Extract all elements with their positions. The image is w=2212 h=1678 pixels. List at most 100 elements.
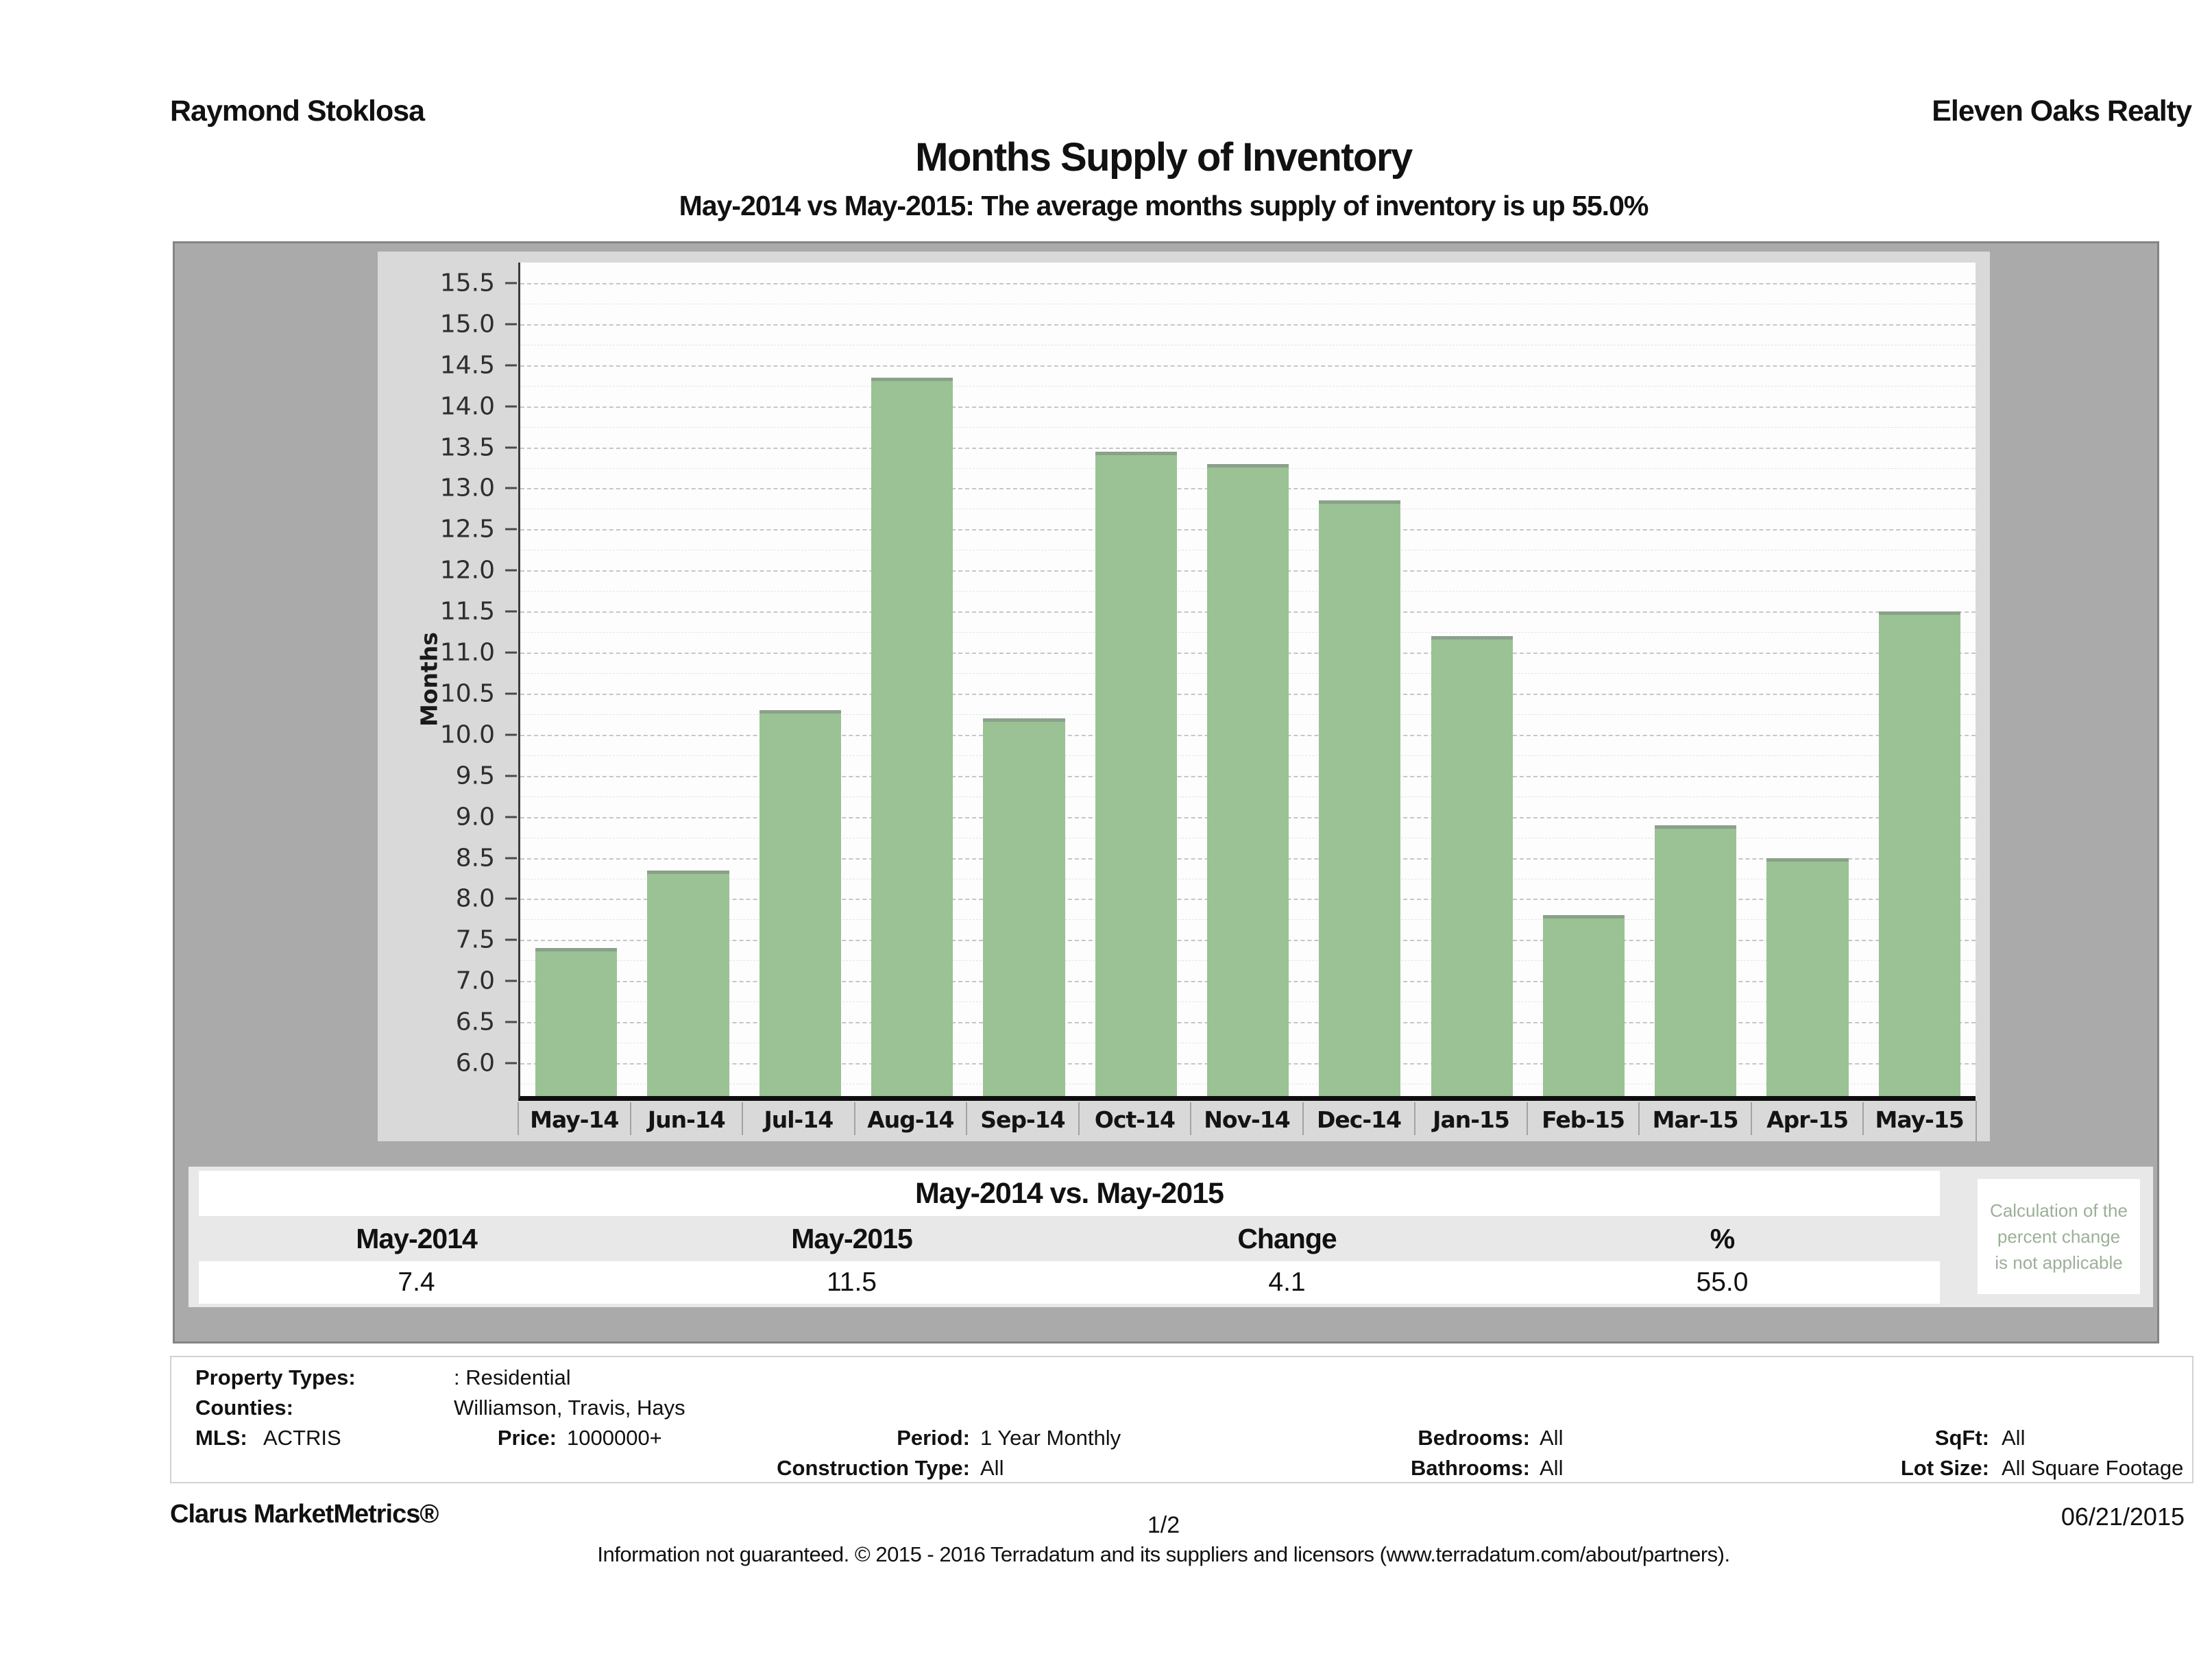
x-tick-label: Feb-15 xyxy=(1526,1101,1640,1142)
y-tick-label: 8.5 xyxy=(455,844,495,873)
bedrooms-label: Bedrooms: xyxy=(1418,1426,1530,1450)
x-tick-label: Jan-15 xyxy=(1414,1101,1527,1142)
y-tick-mark xyxy=(505,610,517,613)
period-value: 1 Year Monthly xyxy=(980,1426,1121,1450)
y-tick-label: 9.5 xyxy=(455,762,495,790)
report-date: 06/21/2015 xyxy=(2061,1503,2185,1531)
criteria-row: Counties: Williamson, Travis, Hays xyxy=(171,1393,2192,1423)
construction-type-value: All xyxy=(980,1456,1004,1480)
note-line: percent change xyxy=(1997,1226,2121,1247)
table-header-cell: May-2015 xyxy=(791,1222,913,1254)
search-criteria-box: Property Types: : Residential Counties: … xyxy=(170,1356,2193,1483)
bar-slot xyxy=(1640,263,1751,1096)
bar-slot xyxy=(1864,263,1976,1096)
table-header-cell: Change xyxy=(1237,1222,1337,1254)
y-tick-mark xyxy=(505,733,517,736)
y-tick-label: 9.0 xyxy=(455,803,495,831)
bar-slot xyxy=(1192,263,1304,1096)
table-value-cell: 4.1 xyxy=(1268,1267,1306,1297)
y-tick-label: 12.5 xyxy=(439,515,495,544)
bar xyxy=(1431,636,1513,1096)
y-tick-label: 11.5 xyxy=(439,597,495,626)
y-tick-mark xyxy=(505,980,517,982)
bar xyxy=(535,948,618,1096)
table-header-cell: % xyxy=(1710,1222,1735,1254)
lot-size-value: All Square Footage xyxy=(2002,1456,2184,1480)
y-tick-label: 6.0 xyxy=(455,1049,495,1078)
y-tick-mark xyxy=(505,897,517,900)
y-tick-mark xyxy=(505,816,517,818)
property-types-label: Property Types: xyxy=(195,1365,356,1389)
y-tick-mark xyxy=(505,569,517,572)
comparison-table-title: May-2014 vs. May-2015 xyxy=(199,1171,1940,1216)
comparison-table-headers: May-2014 May-2015 Change% xyxy=(199,1216,1940,1261)
counties-value: Williamson, Travis, Hays xyxy=(454,1396,685,1420)
major-gridline xyxy=(520,282,1976,284)
x-tick-label: Sep-14 xyxy=(966,1101,1079,1142)
page-title: Months Supply of Inventory xyxy=(915,135,1413,180)
x-tick-label: Aug-14 xyxy=(853,1101,967,1142)
y-tick-label: 7.0 xyxy=(455,966,495,995)
mls-label: MLS: xyxy=(195,1426,247,1450)
x-tick-label: Mar-15 xyxy=(1638,1101,1751,1142)
major-gridline xyxy=(520,406,1976,408)
bar-slot xyxy=(1080,263,1192,1096)
plot-area xyxy=(518,263,1976,1101)
y-tick-label: 14.0 xyxy=(439,392,495,421)
criteria-row: Property Types: : Residential xyxy=(171,1363,2192,1393)
y-tick-mark xyxy=(505,528,517,531)
sqft-value: All xyxy=(2002,1426,2026,1450)
x-tick-label: May-15 xyxy=(1862,1101,1976,1142)
y-tick-mark xyxy=(505,692,517,695)
y-tick-label: 13.0 xyxy=(439,474,495,502)
comparison-strip: May-2014 vs. May-2015 May-2014 May-2015 Ch… xyxy=(189,1167,2153,1307)
report-header: Raymond Stoklosa Eleven Oaks Realty xyxy=(170,95,2192,128)
bar xyxy=(1319,500,1401,1096)
period-label: Period: xyxy=(897,1426,970,1450)
y-tick-label: 8.0 xyxy=(455,884,495,913)
major-gridline xyxy=(520,365,1976,367)
table-value-cell: 11.5 xyxy=(826,1267,877,1297)
bar xyxy=(983,718,1065,1096)
bar xyxy=(1095,451,1177,1096)
price-label: Price: xyxy=(497,1426,557,1450)
y-tick-label: 10.0 xyxy=(439,720,495,749)
x-tick-label: Jul-14 xyxy=(742,1101,855,1142)
y-tick-mark xyxy=(505,323,517,326)
bar-slot xyxy=(632,263,744,1096)
y-tick-mark xyxy=(505,364,517,367)
counties-label: Counties: xyxy=(195,1396,293,1420)
bar-slot xyxy=(1528,263,1640,1096)
y-axis-title: Months xyxy=(415,632,443,727)
title-block: Months Supply of Inventory May-2014 vs M… xyxy=(170,134,2157,222)
y-tick-label: 7.5 xyxy=(455,925,495,954)
y-tick-mark xyxy=(505,282,517,284)
lot-size-label: Lot Size: xyxy=(1900,1456,1989,1480)
bar xyxy=(759,709,841,1096)
major-gridline xyxy=(520,447,1976,449)
comparison-table: May-2014 vs. May-2015 May-2014 May-2015 Ch… xyxy=(199,1171,1940,1304)
y-tick-label: 13.5 xyxy=(439,433,495,462)
minor-gridline xyxy=(520,385,1976,387)
bar xyxy=(647,870,729,1096)
major-gridline xyxy=(520,324,1976,326)
criteria-row: Construction Type: All Bathrooms: All Lo… xyxy=(171,1453,2192,1483)
bar-slot xyxy=(1751,263,1863,1096)
bedrooms-value: All xyxy=(1540,1426,1564,1450)
y-tick-mark xyxy=(505,651,517,654)
x-tick-label: Dec-14 xyxy=(1302,1101,1415,1142)
property-types-value: : Residential xyxy=(454,1365,571,1389)
percent-change-note-text: Calculation of the percent change is not a… xyxy=(1990,1197,2128,1276)
bathrooms-value: All xyxy=(1540,1456,1564,1480)
price-value: 1000000+ xyxy=(567,1426,662,1450)
y-tick-label: 15.0 xyxy=(439,310,495,339)
y-tick-label: 12.0 xyxy=(439,556,495,585)
disclaimer-text: Information not guaranteed. © 2015 - 201… xyxy=(597,1542,1730,1566)
x-tick-label: Jun-14 xyxy=(629,1101,743,1142)
mls-value: ACTRIS xyxy=(263,1426,341,1450)
x-tick-label: Apr-15 xyxy=(1750,1101,1864,1142)
bar xyxy=(1206,463,1289,1096)
chart-panel: Months 6.0 6.5 7.0 7.5 8.0 8.5 9.0 9.5 10.0 10.5 1… xyxy=(378,252,1990,1142)
y-axis-labels: Months 6.0 6.5 7.0 7.5 8.0 8.5 9.0 9.5 10.0 10.5 1… xyxy=(378,263,518,1096)
y-tick-label: 11.0 xyxy=(439,638,495,667)
